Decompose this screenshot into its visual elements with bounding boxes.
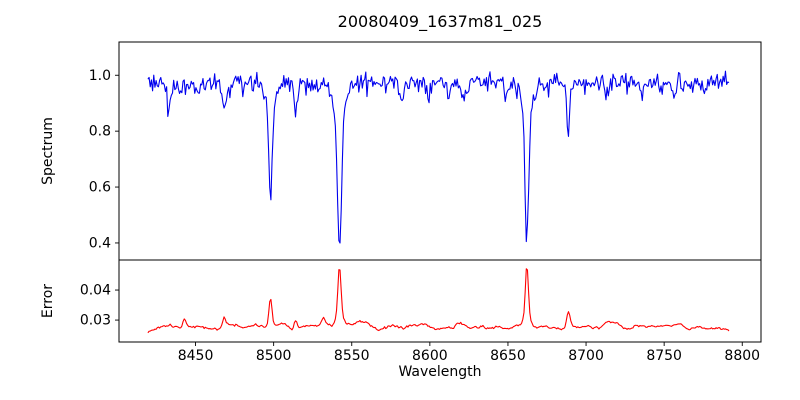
x-tick-label: 8550 (334, 348, 370, 364)
spectrum-line (147, 70, 730, 244)
spectrum-y-tick-label: 0.4 (89, 235, 111, 251)
x-tick-label: 8700 (568, 348, 604, 364)
x-tick-label: 8750 (646, 348, 682, 364)
spectrum-y-tick-label: 0.8 (89, 124, 111, 140)
error-y-tick-label: 0.04 (80, 283, 111, 299)
error-panel-border (118, 259, 762, 343)
spectrum-y-tick-label: 1.0 (89, 68, 111, 84)
x-tick-label: 8450 (178, 348, 214, 364)
spectrum-y-tick-label: 0.6 (89, 180, 111, 196)
x-tick-label: 8800 (724, 348, 760, 364)
x-tick-label: 8500 (256, 348, 292, 364)
error-y-tick-label: 0.03 (80, 313, 111, 329)
chart-title: 20080409_1637m81_025 (337, 12, 543, 31)
x-tick-label: 8600 (412, 348, 448, 364)
x-axis-label: Wavelength (398, 364, 482, 380)
x-tick-label: 8650 (490, 348, 526, 364)
error-line (147, 268, 730, 334)
